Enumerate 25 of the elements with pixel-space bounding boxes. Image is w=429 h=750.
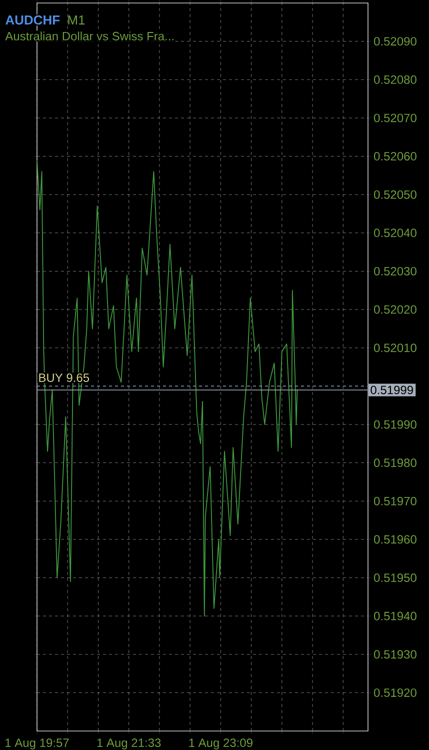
y-tick-label: 0.52010 (374, 344, 416, 352)
ref-line-label: 0.51999 (370, 386, 413, 394)
y-tick-label: 0.51950 (374, 573, 416, 582)
x-tick-label: 1 Aug 21:33 (97, 738, 161, 750)
y-tick-label: 0.52020 (374, 305, 416, 314)
y-tick-label: 0.51980 (374, 458, 416, 468)
y-tick-label: 0.51970 (374, 496, 416, 506)
annotation: M1 (68, 16, 85, 24)
y-tick-label: 0.52080 (374, 75, 416, 84)
text: Australian Dollar vs Swiss Fra... (5, 32, 174, 40)
y-tick-label: 0.51940 (374, 612, 416, 620)
y-tick-label: 0.52040 (374, 228, 416, 238)
y-tick-label: 0.52090 (374, 37, 416, 46)
y-tick-label: 0.52050 (374, 190, 416, 199)
ref-line-label: BUY 9.65 (39, 373, 90, 382)
y-tick-label: 0.51920 (374, 688, 416, 697)
y-tick-label: 0.51930 (374, 650, 416, 659)
y-tick-label: 0.52060 (374, 152, 416, 160)
x-tick-label: 1 Aug 23:09 (189, 738, 252, 750)
x-tick-label: 1 Aug 19:57 (6, 738, 69, 750)
text: AUDCHF (6, 15, 60, 25)
y-tick-label: 0.52070 (374, 114, 416, 122)
y-tick-label: 0.52030 (374, 266, 416, 276)
y-tick-label: 0.51960 (374, 535, 416, 544)
y-tick-label: 0.51990 (374, 420, 416, 429)
